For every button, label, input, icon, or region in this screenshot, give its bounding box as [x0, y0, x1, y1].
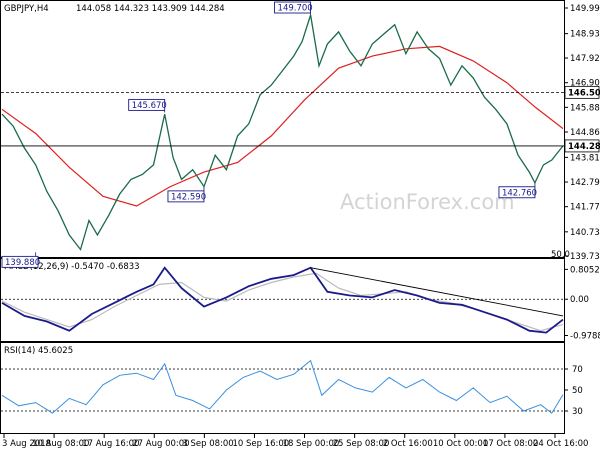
macd-label: MACD(12,26,9) -0.5470 -0.6833 — [4, 262, 140, 272]
y-tick-label: 144.860 — [570, 128, 600, 138]
y-tick-label: 142.790 — [570, 178, 600, 188]
price-line — [1, 14, 564, 251]
sma-label: 50.0 — [551, 250, 570, 260]
price-annotation-box — [1, 255, 39, 268]
x-tick-label: 10 Sep 16:00 — [232, 439, 289, 449]
rsi-tick-label: 30 — [572, 407, 583, 417]
macd-signal-line — [1, 272, 564, 332]
price-level-label: 144.284 — [568, 142, 600, 152]
main-panel-frame — [0, 0, 565, 258]
rsi-y-axis: 70 50 30 — [564, 365, 583, 417]
price-level-label: 146.500 — [568, 88, 600, 98]
rsi-label: RSI(14) 45.6025 — [4, 346, 73, 356]
y-tick-label: 140.730 — [570, 228, 600, 238]
price-level-box — [564, 139, 600, 153]
x-tick-label: 10 Aug 08:00 — [32, 439, 89, 449]
main-y-axis: 149.990 148.930 147.920 146.900 145.880 144.8… — [564, 4, 600, 262]
price-annotation-box — [167, 190, 205, 203]
rsi-series — [1, 359, 564, 414]
price-annotation-box — [128, 98, 166, 111]
macd-y-axis: 0.8052 0.00 -0.9788 — [564, 265, 600, 342]
price-annotation-box — [498, 186, 536, 199]
x-tick-label: 18 Sep 00:00 — [283, 439, 340, 449]
price-annotation-label: 139.880 — [5, 258, 40, 268]
price-annotation-label: 142.760 — [502, 188, 537, 198]
y-tick-label: 147.920 — [570, 54, 600, 64]
x-tick-label: 25 Sep 08:00 — [333, 439, 390, 449]
rsi-tick-label: 70 — [572, 365, 583, 375]
sma-line — [1, 45, 564, 207]
x-tick-label: 3 Sep 08:00 — [182, 439, 233, 449]
y-tick-label: 139.730 — [570, 252, 600, 262]
price-annotations: 139.880 145.670 142.590 149.700 142.760 — [1, 1, 537, 268]
macd-tick-label: 0.8052 — [570, 265, 600, 275]
macd-panel-frame — [0, 258, 565, 342]
price-levels: 146.500 144.284 — [1, 85, 600, 153]
price-level-box — [564, 85, 600, 99]
y-tick-label: 149.990 — [570, 4, 600, 14]
instrument-label: GBPJPY,H4 — [4, 4, 49, 14]
price-annotation-label: 149.700 — [278, 4, 313, 14]
y-tick-label: 145.880 — [570, 103, 600, 113]
x-tick-label: 10 Oct 00:00 — [433, 439, 488, 449]
x-tick-label: 24 Oct 16:00 — [533, 439, 588, 449]
macd-series — [1, 266, 564, 334]
watermark: ActionForex.com — [340, 190, 515, 214]
rsi-tick-label: 50 — [572, 386, 583, 396]
price-annotation-box — [274, 1, 311, 14]
price-annotation-label: 142.590 — [171, 192, 206, 202]
y-tick-label: 146.900 — [570, 79, 600, 89]
macd-line — [1, 266, 564, 334]
x-tick-label: 27 Aug 00:00 — [132, 439, 189, 449]
rsi-panel-frame — [0, 342, 565, 434]
rsi-line — [1, 359, 564, 414]
price-annotation-label: 145.670 — [132, 101, 167, 111]
ohlc-label: 144.058 144.323 143.909 144.284 — [76, 4, 225, 14]
x-tick-label: 17 Oct 08:00 — [483, 439, 538, 449]
macd-tick-label: 0.00 — [570, 295, 589, 305]
main-series — [1, 14, 564, 251]
y-tick-label: 141.770 — [570, 203, 600, 213]
macd-trendline — [310, 267, 564, 317]
y-tick-label: 143.810 — [570, 153, 600, 163]
y-tick-label: 148.930 — [570, 30, 600, 40]
x-tick-label: 17 Aug 16:00 — [82, 439, 139, 449]
x-tick-label: 2 Oct 16:00 — [383, 439, 433, 449]
x-tick-label: 3 Aug 2018 — [2, 439, 51, 449]
macd-tick-label: -0.9788 — [570, 332, 600, 342]
